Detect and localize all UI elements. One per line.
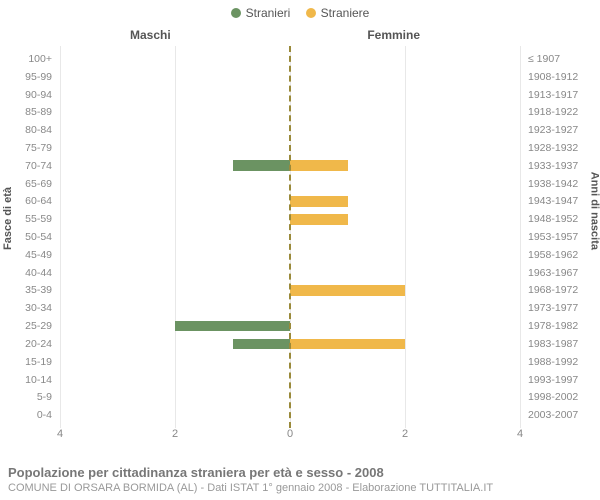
age-label: 30-34 <box>25 303 52 314</box>
age-label: 20-24 <box>25 339 52 350</box>
birth-year-label: 1923-1927 <box>528 125 578 136</box>
y-axis-label-right: Anni di nascita <box>588 172 600 250</box>
x-tick: 2 <box>172 428 178 440</box>
age-label: 40-44 <box>25 267 52 278</box>
plot-area: 100+≤ 190795-991908-191290-941913-191785… <box>60 46 520 428</box>
birth-year-label: 1968-1972 <box>528 285 578 296</box>
age-label: 75-79 <box>25 143 52 154</box>
birth-year-label: 1928-1932 <box>528 143 578 154</box>
age-label: 85-89 <box>25 107 52 118</box>
birth-year-label: 1953-1957 <box>528 232 578 243</box>
age-label: 45-49 <box>25 250 52 261</box>
birth-year-label: 1943-1947 <box>528 196 578 207</box>
birth-year-label: 1913-1917 <box>528 89 578 100</box>
legend: Stranieri Straniere <box>0 6 600 21</box>
birth-year-label: 1983-1987 <box>528 339 578 350</box>
age-label: 55-59 <box>25 214 52 225</box>
birth-year-label: 1973-1977 <box>528 303 578 314</box>
bar-female <box>290 214 348 225</box>
column-title-female: Femmine <box>367 28 420 42</box>
legend-label-male: Stranieri <box>246 6 291 20</box>
x-tick: 4 <box>517 428 523 440</box>
legend-label-female: Straniere <box>321 6 370 20</box>
age-label: 15-19 <box>25 356 52 367</box>
birth-year-label: 1948-1952 <box>528 214 578 225</box>
age-label: 70-74 <box>25 161 52 172</box>
chart-footer: Popolazione per cittadinanza straniera p… <box>8 465 592 494</box>
birth-year-label: 1908-1912 <box>528 71 578 82</box>
age-label: 60-64 <box>25 196 52 207</box>
age-label: 35-39 <box>25 285 52 296</box>
legend-item-female: Straniere <box>306 6 370 20</box>
population-pyramid-chart: Stranieri Straniere Maschi Femmine Fasce… <box>0 0 600 500</box>
bar-female <box>290 285 405 296</box>
birth-year-label: 2003-2007 <box>528 410 578 421</box>
birth-year-label: 1933-1937 <box>528 161 578 172</box>
birth-year-label: 1963-1967 <box>528 267 578 278</box>
birth-year-label: 1958-1962 <box>528 250 578 261</box>
x-tick: 2 <box>402 428 408 440</box>
legend-swatch-female <box>306 8 316 18</box>
x-tick: 0 <box>287 428 293 440</box>
column-title-male: Maschi <box>130 28 171 42</box>
age-label: 100+ <box>28 54 52 65</box>
age-label: 65-69 <box>25 178 52 189</box>
age-label: 0-4 <box>37 410 52 421</box>
age-label: 95-99 <box>25 71 52 82</box>
age-label: 5-9 <box>37 392 52 403</box>
chart-subtitle: COMUNE DI ORSARA BORMIDA (AL) - Dati IST… <box>8 482 592 494</box>
grid-line <box>520 46 521 428</box>
bar-male <box>233 160 291 171</box>
birth-year-label: 1978-1982 <box>528 321 578 332</box>
chart-title: Popolazione per cittadinanza straniera p… <box>8 465 592 480</box>
bar-male <box>175 321 290 332</box>
y-axis-label-left: Fasce di età <box>2 187 14 250</box>
bar-female <box>290 339 405 350</box>
bar-male <box>233 339 291 350</box>
birth-year-label: 1988-1992 <box>528 356 578 367</box>
bar-female <box>290 160 348 171</box>
birth-year-label: ≤ 1907 <box>528 54 560 65</box>
age-label: 80-84 <box>25 125 52 136</box>
bar-female <box>290 196 348 207</box>
legend-swatch-male <box>231 8 241 18</box>
age-label: 90-94 <box>25 89 52 100</box>
center-divider <box>289 46 291 428</box>
birth-year-label: 1998-2002 <box>528 392 578 403</box>
age-label: 25-29 <box>25 321 52 332</box>
x-axis: 4 2 0 2 4 <box>60 428 520 442</box>
birth-year-label: 1993-1997 <box>528 374 578 385</box>
birth-year-label: 1938-1942 <box>528 178 578 189</box>
x-tick: 4 <box>57 428 63 440</box>
age-label: 10-14 <box>25 374 52 385</box>
age-label: 50-54 <box>25 232 52 243</box>
birth-year-label: 1918-1922 <box>528 107 578 118</box>
legend-item-male: Stranieri <box>231 6 291 20</box>
